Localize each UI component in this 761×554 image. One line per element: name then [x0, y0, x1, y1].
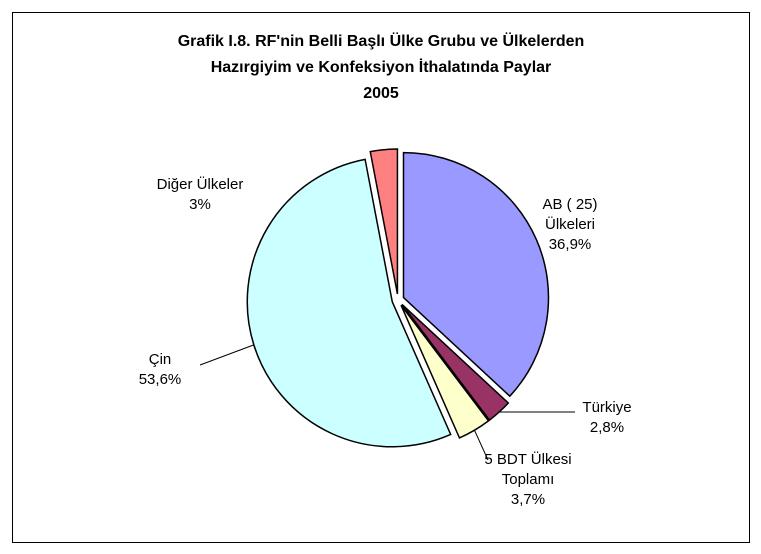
slice-label: AB ( 25) Ülkeleri 36,9%: [525, 195, 615, 255]
category-label: 5 BDT Ülkesi Toplamı: [484, 451, 572, 488]
chart-title: Grafik I.8. RF'nin Belli Başlı Ülke Grub…: [177, 33, 585, 50]
slice-label: Diğer Ülkeler 3%: [130, 175, 270, 215]
slice-label: Türkiye 2,8%: [567, 398, 647, 438]
chart-title: 2005: [363, 85, 399, 102]
value-label: 3%: [189, 196, 211, 213]
slice-label: Çin 53,6%: [130, 350, 190, 390]
pie-slice: [369, 148, 399, 295]
pie-slice: [401, 303, 510, 422]
value-label: 53,6%: [138, 371, 182, 388]
category-label: Türkiye: [582, 399, 632, 416]
leader-line: [474, 430, 489, 461]
value-label: 2,8%: [589, 419, 625, 436]
leader-line: [199, 344, 254, 366]
pie-slice: [400, 304, 490, 439]
chart-title: Hazırgiyim ve Konfeksiyon İthalatında Pa…: [210, 59, 552, 76]
category-label: Çin: [148, 351, 172, 368]
pie-slice: [402, 151, 550, 398]
slice-label: 5 BDT Ülkesi Toplamı 3,7%: [468, 450, 588, 510]
pie-slice: [246, 158, 452, 448]
value-label: 36,9%: [548, 236, 592, 253]
category-label: AB ( 25) Ülkeleri: [542, 196, 598, 233]
value-label: 3,7%: [510, 491, 546, 508]
category-label: Diğer Ülkeler: [156, 176, 244, 193]
